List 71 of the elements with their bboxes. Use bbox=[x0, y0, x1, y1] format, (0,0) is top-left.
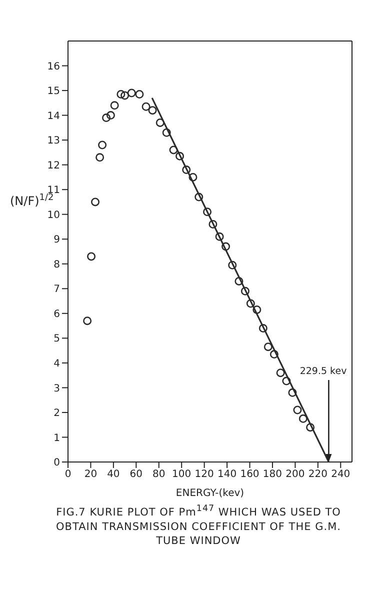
point bbox=[222, 242, 230, 251]
point bbox=[306, 423, 315, 432]
point bbox=[98, 140, 107, 150]
point bbox=[116, 90, 126, 98]
x-tick-label: 100 bbox=[172, 469, 192, 480]
y-tick-label: 15 bbox=[47, 86, 60, 98]
point bbox=[162, 128, 171, 137]
y-tick-label: 10 bbox=[47, 210, 60, 221]
x-tick-label: 200 bbox=[286, 469, 305, 480]
x-tick-label: 240 bbox=[331, 469, 350, 480]
y-tick-label: 12 bbox=[47, 160, 60, 172]
x-tick-label: 220 bbox=[308, 469, 328, 480]
text: FIG.7 KURIE PLOT OF Pm$^{147}$ WHICH WAS USED TO OBTAIN TRANSMISSION COEFFICIENT OF THE G.M. TUBE WINDOW bbox=[55, 503, 342, 548]
y-tick-label: 0 bbox=[54, 458, 60, 469]
point bbox=[176, 152, 184, 160]
y-tick-label: 3 bbox=[54, 383, 60, 394]
point bbox=[127, 88, 136, 98]
y-tick-label: 7 bbox=[54, 284, 60, 296]
point bbox=[142, 102, 150, 111]
point bbox=[87, 252, 96, 261]
x-tick-label: 60 bbox=[130, 469, 143, 480]
point bbox=[258, 324, 268, 333]
point bbox=[293, 406, 302, 414]
point bbox=[182, 166, 191, 174]
point bbox=[120, 91, 130, 100]
point bbox=[96, 153, 104, 162]
point bbox=[208, 220, 218, 229]
y-tick-label: 13 bbox=[47, 136, 60, 147]
y-tick-label: 16 bbox=[47, 61, 60, 72]
x-axis-title: ENERGY-(kev) bbox=[176, 488, 244, 499]
point bbox=[156, 118, 164, 127]
x-tick-label: 160 bbox=[240, 469, 260, 480]
point bbox=[194, 192, 204, 202]
y-tick-label: 4 bbox=[54, 358, 60, 370]
y-tick-label: 6 bbox=[54, 308, 60, 320]
x-tick-label: 80 bbox=[152, 469, 166, 480]
y-tick-label: 14 bbox=[47, 110, 60, 122]
x-tick-label: 120 bbox=[194, 469, 214, 480]
point bbox=[169, 146, 178, 154]
point bbox=[188, 172, 198, 182]
point bbox=[264, 342, 272, 352]
point bbox=[106, 111, 115, 120]
annotation: 229.5 kev bbox=[300, 366, 348, 377]
point bbox=[234, 276, 244, 286]
point bbox=[215, 232, 224, 241]
point bbox=[228, 260, 237, 270]
point bbox=[276, 368, 285, 378]
point bbox=[288, 388, 297, 397]
point bbox=[102, 114, 111, 122]
y-tick-label: 5 bbox=[54, 334, 60, 345]
point bbox=[298, 414, 308, 423]
y-tick-label: 2 bbox=[54, 408, 60, 420]
point bbox=[270, 350, 278, 359]
point bbox=[83, 316, 92, 326]
x-tick-label: 180 bbox=[262, 469, 282, 480]
y-tick-label: 8 bbox=[54, 259, 60, 270]
point bbox=[110, 101, 119, 110]
y-tick-label: 1 bbox=[54, 432, 60, 444]
x-tick-label: 40 bbox=[107, 469, 120, 480]
point bbox=[246, 299, 255, 308]
point bbox=[203, 208, 212, 216]
point bbox=[91, 198, 100, 206]
point bbox=[148, 106, 157, 115]
y-tick-label: 9 bbox=[54, 234, 60, 246]
point bbox=[282, 376, 291, 386]
x-tick-label: 20 bbox=[84, 469, 98, 480]
x-tick-label: 0 bbox=[64, 469, 72, 480]
point bbox=[135, 90, 144, 98]
point bbox=[252, 305, 262, 314]
x-tick-label: 140 bbox=[217, 469, 237, 480]
point bbox=[240, 286, 250, 296]
